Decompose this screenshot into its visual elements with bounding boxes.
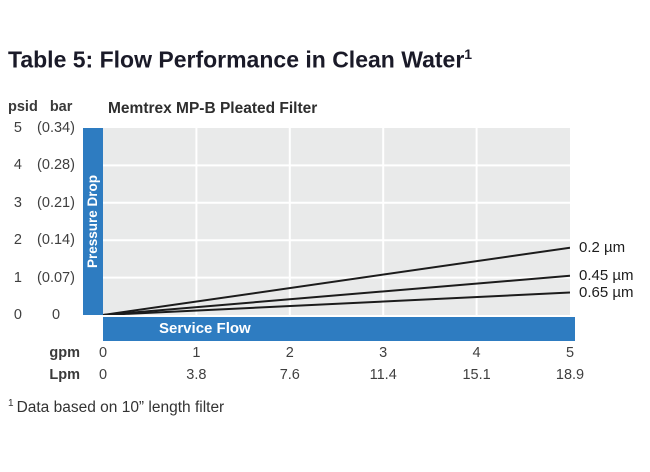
footnote-text: Data based on 10” length filter [16, 399, 225, 417]
y-tick-psid: 4 [13, 157, 22, 173]
series-label-0-45-um: 0.45 µm [579, 266, 634, 284]
x-unit-gpm-label: gpm [49, 345, 80, 361]
x-axis-title: Service Flow [159, 320, 251, 337]
x-tick-gpm: 4 [472, 345, 481, 361]
x-axis-title-bar: Service Flow [103, 317, 575, 341]
page-title: Table 5: Flow Performance in Clean Water… [8, 46, 472, 74]
y-tick-row: 0 0 [6, 306, 84, 324]
y-tick-psid: 0 [13, 307, 22, 323]
x-tick-lpm: 18.9 [555, 367, 585, 383]
footnote: 1 Data based on 10” length filter [8, 398, 224, 417]
y-tick-psid: 2 [13, 232, 22, 248]
x-tick-lpm: 15.1 [462, 367, 491, 383]
y-tick-bar: (0.14) [37, 232, 75, 248]
y-axis-title-bar: Pressure Drop [83, 128, 103, 315]
chart-lines [103, 128, 570, 315]
y-tick-row: 4 (0.28) [6, 156, 84, 174]
x-tick-gpm: 2 [285, 345, 294, 361]
y-tick-bar: (0.34) [37, 120, 75, 136]
y-tick-row: 3 (0.21) [6, 194, 84, 212]
x-tick-gpm: 1 [192, 345, 201, 361]
footnote-superscript: 1 [8, 398, 14, 409]
y-tick-psid: 1 [13, 270, 22, 286]
y-unit-psid-label: psid [8, 99, 38, 115]
page-title-superscript: 1 [464, 46, 473, 62]
x-tick-gpm: 5 [565, 345, 575, 361]
x-unit-lpm-label: Lpm [49, 367, 80, 383]
y-tick-row: 1 (0.07) [6, 269, 84, 287]
y-tick-bar: 0 [51, 307, 61, 323]
y-tick-psid: 3 [13, 195, 22, 211]
x-ticks-gpm: 0 1 2 3 4 5 [99, 344, 574, 362]
x-tick-lpm: 11.4 [369, 367, 397, 383]
series-label-0-2-um: 0.2 µm [579, 238, 626, 256]
y-axis-title: Pressure Drop [85, 174, 101, 269]
x-tick-gpm: 3 [379, 345, 388, 361]
chart-title: Memtrex MP-B Pleated Filter [108, 100, 318, 117]
y-tick-row: 2 (0.14) [6, 231, 84, 249]
y-tick-bar: (0.21) [37, 195, 75, 211]
plot-area [103, 128, 570, 315]
y-unit-bar-label: bar [49, 99, 73, 115]
series-label-0-65-um: 0.65 µm [579, 283, 634, 301]
page-title-text: Table 5: Flow Performance in Clean Water [8, 46, 465, 73]
x-tick-gpm: 0 [98, 345, 108, 361]
x-tick-lpm: 0 [98, 367, 108, 383]
y-tick-row: 5 (0.34) [6, 119, 84, 137]
y-tick-bar: (0.07) [37, 270, 75, 286]
y-tick-psid: 5 [13, 120, 22, 136]
x-tick-lpm: 3.8 [186, 367, 207, 383]
y-tick-bar: (0.28) [37, 157, 75, 173]
y-axis-unit-header: psid bar [8, 99, 72, 115]
x-ticks-lpm: 0 3.8 7.6 11.4 15.1 18.9 [99, 366, 584, 384]
x-tick-lpm: 7.6 [279, 367, 300, 383]
